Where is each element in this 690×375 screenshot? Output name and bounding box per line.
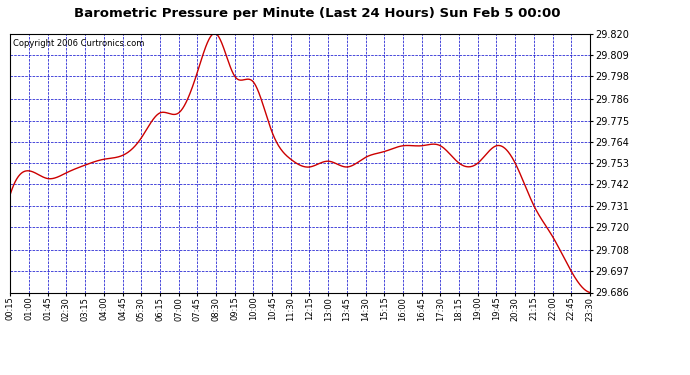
Text: Barometric Pressure per Minute (Last 24 Hours) Sun Feb 5 00:00: Barometric Pressure per Minute (Last 24 … [74, 8, 561, 21]
Text: Copyright 2006 Curtronics.com: Copyright 2006 Curtronics.com [13, 39, 145, 48]
